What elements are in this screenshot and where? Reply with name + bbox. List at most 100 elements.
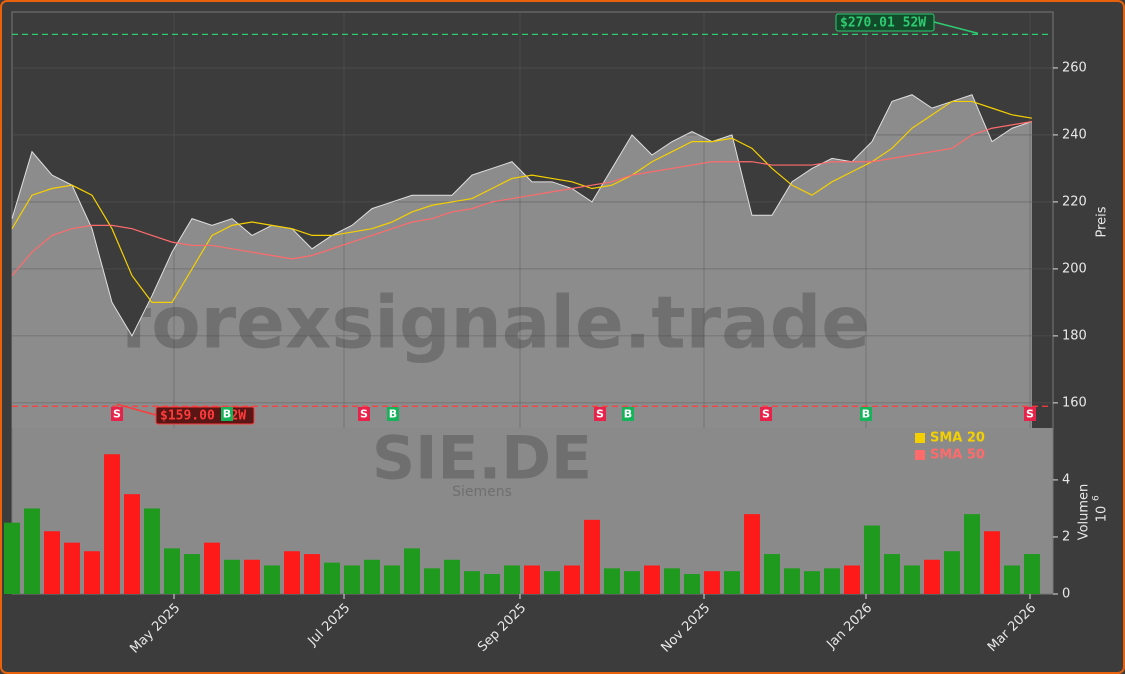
signal-marker <box>111 407 123 421</box>
signal-label: B <box>389 408 397 421</box>
volume-bar <box>544 571 560 594</box>
volume-bar <box>924 559 940 594</box>
signal-marker <box>860 407 872 421</box>
volume-bar <box>844 565 860 594</box>
y-tick-label: 160 <box>1062 395 1087 410</box>
y-tick-label: 180 <box>1062 328 1087 343</box>
volume-bar <box>104 454 120 594</box>
volume-bar <box>944 551 960 594</box>
volume-bar <box>44 531 60 594</box>
volume-bar <box>724 571 740 594</box>
volume-bar <box>784 568 800 594</box>
volume-bar <box>24 508 40 594</box>
volume-bar <box>224 559 240 594</box>
volume-bar <box>604 568 620 594</box>
volume-bar <box>364 559 380 594</box>
signal-label: B <box>862 408 870 421</box>
y-tick-label: 4 <box>1062 472 1070 487</box>
volume-bar <box>584 519 600 594</box>
volume-bar <box>624 571 640 594</box>
multiplier-base: 10 <box>1095 506 1110 523</box>
volume-bar <box>964 514 980 594</box>
signal-marker <box>1024 407 1036 421</box>
volume-bar <box>184 554 200 594</box>
legend-swatch <box>915 433 925 443</box>
y-tick-label: 2 <box>1062 529 1070 544</box>
signal-label: S <box>113 408 121 421</box>
volume-bar <box>324 562 340 594</box>
volume-bar <box>824 568 840 594</box>
legend-label: SMA 50 <box>930 448 985 463</box>
volume-bar <box>84 551 100 594</box>
volume-bar <box>164 548 180 594</box>
volume-multiplier: 10 6 <box>1092 495 1110 522</box>
volume-bar <box>204 542 220 594</box>
volume-bar <box>464 571 480 594</box>
legend-label: SMA 20 <box>930 431 985 446</box>
signal-marker <box>387 407 399 421</box>
volume-bar <box>1024 554 1040 594</box>
volume-bar <box>244 559 260 594</box>
price-area <box>12 94 1032 428</box>
legend-swatch <box>915 450 925 460</box>
volume-bar <box>764 554 780 594</box>
volume-bar <box>484 574 500 594</box>
signal-marker <box>594 407 606 421</box>
volume-bar <box>144 508 160 594</box>
volume-bar <box>744 514 760 594</box>
annotation-box <box>835 13 935 32</box>
volume-bar <box>424 568 440 594</box>
ticker-watermark: SIE.DE <box>372 424 592 494</box>
volume-bar <box>904 565 920 594</box>
close-line <box>11 94 1033 337</box>
volume-bar <box>664 568 680 594</box>
volume-bar <box>4 522 20 594</box>
volume-bar <box>804 571 820 594</box>
volume-bar <box>284 551 300 594</box>
signal-marker <box>358 407 370 421</box>
volume-bar <box>704 571 720 594</box>
volume-bar <box>864 525 880 594</box>
signal-label: S <box>762 408 770 421</box>
sma-line <box>11 100 1033 303</box>
annotation-label: $159.00 52W <box>160 409 246 424</box>
volume-bar <box>404 548 420 594</box>
volume-label: Volumen <box>1077 484 1092 541</box>
y-label: Preis <box>1095 206 1110 237</box>
signal-label: B <box>223 408 231 421</box>
volume-bar <box>264 565 280 594</box>
watermark: forexsignale.trade <box>120 281 870 365</box>
volume-bar <box>524 565 540 594</box>
y-tick-label: 220 <box>1062 194 1087 209</box>
multiplier-exponent: 6 <box>1092 495 1102 501</box>
signal-label: S <box>360 408 368 421</box>
volume-bar <box>644 565 660 594</box>
annotation-arrow <box>116 403 157 416</box>
volume-bar <box>124 494 140 594</box>
annotation-label: $270.01 52W <box>840 16 926 31</box>
y-tick-label: 200 <box>1062 261 1087 276</box>
y-tick-label: 0 <box>1062 587 1070 602</box>
volume-bar <box>884 554 900 594</box>
sma-line <box>11 120 1033 276</box>
signal-label: S <box>596 408 604 421</box>
signal-label: B <box>624 408 632 421</box>
y-tick-label: 260 <box>1062 60 1087 75</box>
y-tick-label: 240 <box>1062 127 1087 142</box>
signal-marker <box>760 407 772 421</box>
volume-bar <box>1004 565 1020 594</box>
volume-bar <box>344 565 360 594</box>
volume-bar <box>684 574 700 594</box>
company-watermark: Siemens <box>452 484 512 500</box>
signal-label: S <box>1026 408 1034 421</box>
volume-bar <box>444 559 460 594</box>
volume-bar <box>984 531 1000 594</box>
volume-bar <box>564 565 580 594</box>
volume-bar <box>304 554 320 594</box>
volume-bar <box>384 565 400 594</box>
signal-marker <box>622 407 634 421</box>
volume-bar <box>504 565 520 594</box>
signal-marker <box>221 407 233 421</box>
